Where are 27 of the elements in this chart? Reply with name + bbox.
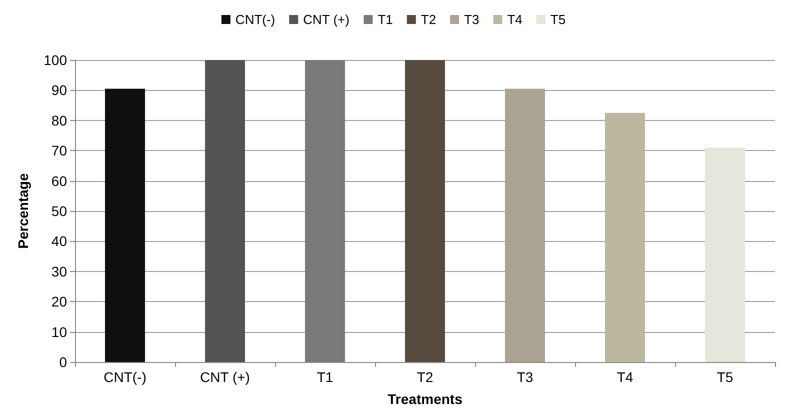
legend-label: CNT (+): [303, 12, 350, 27]
x-tick-label: CNT (+): [200, 369, 250, 385]
y-tick-label: 60: [51, 172, 68, 189]
x-axis-title: Treatments: [388, 391, 463, 407]
y-tick-label: 40: [51, 233, 68, 250]
x-tick-label: T5: [716, 369, 734, 385]
y-tick-label: 90: [51, 82, 68, 98]
x-tick-label: T1: [316, 369, 334, 385]
legend-label: T1: [378, 12, 393, 27]
legend-label: T4: [507, 12, 522, 27]
y-tick-label: 30: [51, 263, 68, 280]
y-tick-label: 0: [59, 354, 68, 370]
y-tick-label: 50: [51, 203, 68, 219]
x-tick-label: T3: [516, 369, 534, 385]
legend-label: T2: [420, 12, 436, 27]
y-tick-label: 100: [44, 52, 68, 68]
legend-label: T5: [550, 12, 566, 27]
x-tick-label: CNT(-): [104, 369, 146, 385]
legend-label: T3: [464, 12, 480, 27]
legend-label: CNT(-): [235, 12, 276, 27]
y-tick-label: 80: [51, 112, 68, 128]
x-tick-label: T4: [616, 369, 634, 385]
x-tick-label: T2: [416, 369, 434, 385]
y-axis-title: Percentage: [15, 173, 31, 249]
y-tick-label: 20: [51, 294, 68, 310]
y-tick-label: 10: [51, 324, 68, 340]
y-tick-label: 70: [51, 142, 68, 159]
